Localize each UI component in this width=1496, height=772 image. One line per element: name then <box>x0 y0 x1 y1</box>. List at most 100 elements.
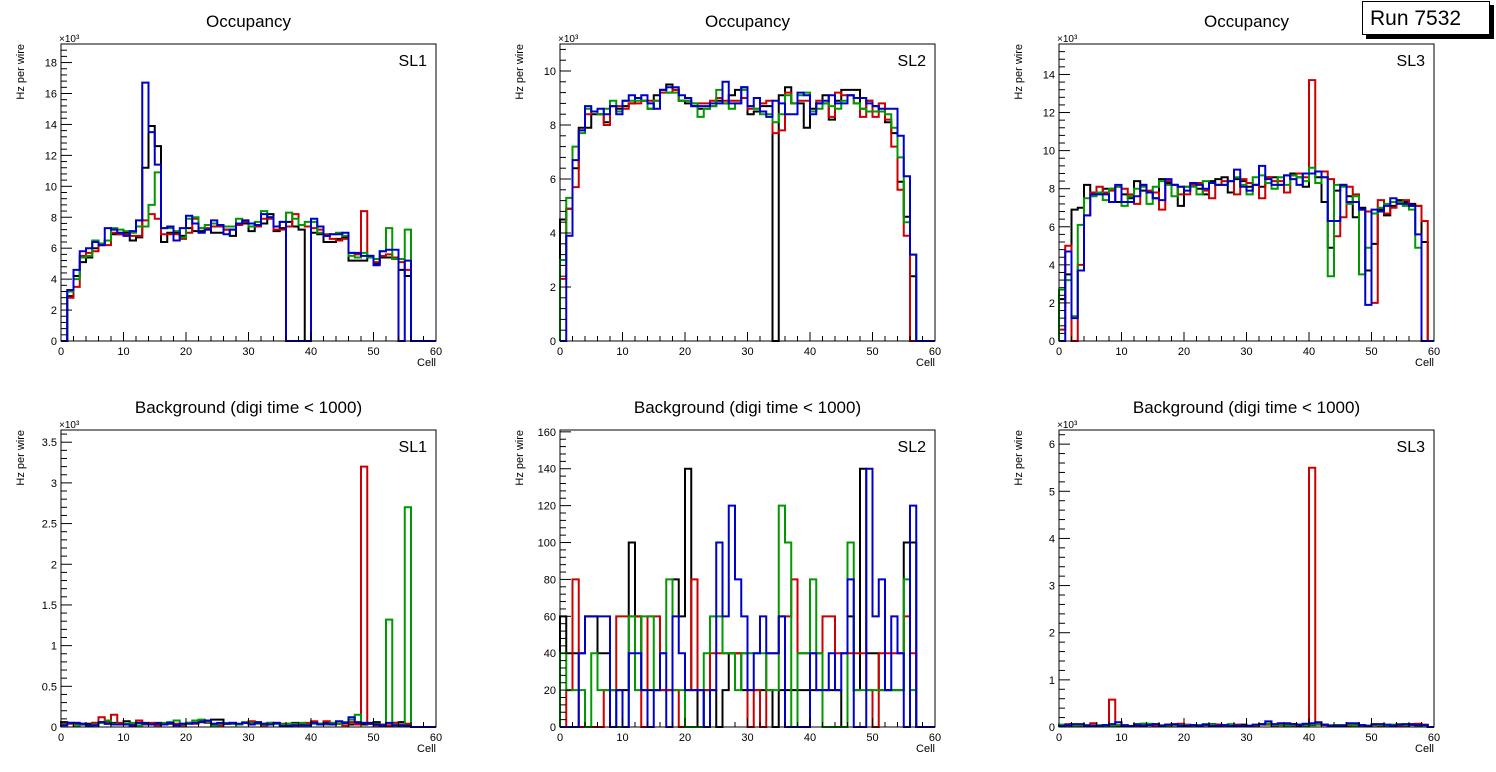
y-tick-label: 12 <box>45 150 57 162</box>
series-black <box>559 83 935 342</box>
y-tick-label: 14 <box>45 119 57 131</box>
panel-sl-label: SL2 <box>898 439 927 456</box>
y-tick-label: 2 <box>1049 298 1055 310</box>
x-tick-label: 10 <box>616 732 628 744</box>
y-tick-label: 2 <box>51 559 57 571</box>
x-tick-label: 0 <box>58 732 64 744</box>
y-multiplier-label: ×10³ <box>1057 420 1078 431</box>
series-green <box>559 88 935 342</box>
panel-sl-label: SL3 <box>1397 439 1426 456</box>
series-blue <box>560 467 935 728</box>
series-blue <box>61 81 436 342</box>
series-red <box>1058 466 1434 728</box>
series-red <box>559 88 935 342</box>
y-axis-label: Hz per wire <box>514 430 526 486</box>
panel-title: Background (digi time < 1000) <box>634 398 861 417</box>
x-tick-label: 20 <box>679 346 691 358</box>
x-tick-label: 20 <box>1178 346 1190 358</box>
y-multiplier-label: ×10³ <box>59 34 80 45</box>
y-tick-label: 4 <box>1049 260 1055 272</box>
x-tick-label: 40 <box>305 346 317 358</box>
plot-frame <box>60 429 437 728</box>
y-tick-label: 2.5 <box>42 519 57 531</box>
x-tick-label: 40 <box>1303 346 1315 358</box>
y-tick-label: 1.5 <box>42 600 57 612</box>
panel-title: Background (digi time < 1000) <box>135 398 362 417</box>
x-tick-label: 50 <box>367 346 379 358</box>
histogram-panel-6: Background (digi time < 1000)0 10 20 30 40 50… <box>1013 398 1440 755</box>
x-tick-label: 50 <box>367 732 379 744</box>
x-tick-label: 50 <box>1365 346 1377 358</box>
x-tick-label: 30 <box>242 732 254 744</box>
panel-sl-label: SL3 <box>1397 53 1426 70</box>
y-tick-label: 0 <box>1049 722 1055 734</box>
y-tick-label: 0 <box>550 722 556 734</box>
y-tick-label: 8 <box>1049 184 1055 196</box>
x-tick-label: 40 <box>305 732 317 744</box>
y-tick-label: 40 <box>544 648 556 660</box>
y-tick-label: 1 <box>1049 675 1055 687</box>
x-tick-label: 20 <box>180 346 192 358</box>
x-tick-label: 60 <box>929 346 941 358</box>
y-tick-label: 160 <box>538 427 556 439</box>
x-tick-label: 30 <box>1240 732 1252 744</box>
y-tick-label: 12 <box>1043 108 1055 120</box>
x-tick-label: 10 <box>1115 732 1127 744</box>
y-axis-label: Hz per wire <box>15 44 27 100</box>
y-tick-label: 100 <box>538 538 556 550</box>
y-tick-label: 3.5 <box>42 437 57 449</box>
y-tick-label: 4 <box>550 228 556 240</box>
y-tick-label: 14 <box>1043 69 1055 81</box>
x-axis-label: Cell <box>1415 357 1434 369</box>
y-axis-label: Hz per wire <box>15 430 27 486</box>
series-blue <box>560 80 935 342</box>
panel-sl-label: SL1 <box>399 53 428 70</box>
x-tick-label: 50 <box>866 732 878 744</box>
x-tick-label: 30 <box>741 732 753 744</box>
x-tick-label: 0 <box>557 732 563 744</box>
y-tick-label: 4 <box>51 274 57 286</box>
y-axis-label: Hz per wire <box>1013 44 1025 100</box>
y-tick-label: 5 <box>1049 486 1055 498</box>
x-axis-label: Cell <box>916 743 935 755</box>
y-tick-label: 140 <box>538 464 556 476</box>
y-tick-label: 6 <box>1049 222 1055 234</box>
x-tick-label: 20 <box>679 732 691 744</box>
y-tick-label: 10 <box>45 181 57 193</box>
y-tick-label: 1 <box>51 641 57 653</box>
y-tick-label: 8 <box>51 212 57 224</box>
x-tick-label: 40 <box>804 346 816 358</box>
x-tick-label: 50 <box>1365 732 1377 744</box>
series-green <box>60 506 436 728</box>
panel-title: Occupancy <box>1204 12 1290 31</box>
y-multiplier-label: ×10³ <box>59 420 80 431</box>
y-tick-label: 6 <box>550 174 556 186</box>
histogram-panel-4: Background (digi time < 1000)0 10 20 30 40 50… <box>15 398 442 755</box>
x-tick-label: 20 <box>1178 732 1190 744</box>
x-tick-label: 40 <box>1303 732 1315 744</box>
y-tick-label: 8 <box>550 120 556 132</box>
x-axis-label: Cell <box>417 743 436 755</box>
series-red <box>60 465 436 728</box>
histogram-panel-3: Occupancy 0 10 20 30 40 50 60 0 2 4 6 8 10 12 14 ×10³ Cel… <box>1013 12 1440 369</box>
x-tick-label: 0 <box>1056 732 1062 744</box>
x-axis-label: Cell <box>1415 743 1434 755</box>
x-tick-label: 0 <box>1056 346 1062 358</box>
y-tick-label: 10 <box>1043 146 1055 158</box>
y-tick-label: 120 <box>538 501 556 513</box>
panel-sl-label: SL1 <box>399 439 428 456</box>
y-tick-label: 3 <box>51 478 57 490</box>
y-tick-label: 6 <box>1049 439 1055 451</box>
plot-frame <box>60 43 437 342</box>
y-tick-label: 3 <box>1049 581 1055 593</box>
x-tick-label: 60 <box>430 732 442 744</box>
series-blue <box>1058 720 1434 728</box>
x-tick-label: 50 <box>866 346 878 358</box>
y-tick-label: 0 <box>1049 336 1055 348</box>
y-multiplier-label: ×10³ <box>558 34 579 45</box>
y-tick-label: 4 <box>1049 533 1055 545</box>
x-tick-label: 60 <box>430 346 442 358</box>
run-number-label: Run 7532 <box>1362 1 1490 35</box>
y-tick-label: 18 <box>45 58 57 70</box>
x-tick-label: 0 <box>557 346 563 358</box>
